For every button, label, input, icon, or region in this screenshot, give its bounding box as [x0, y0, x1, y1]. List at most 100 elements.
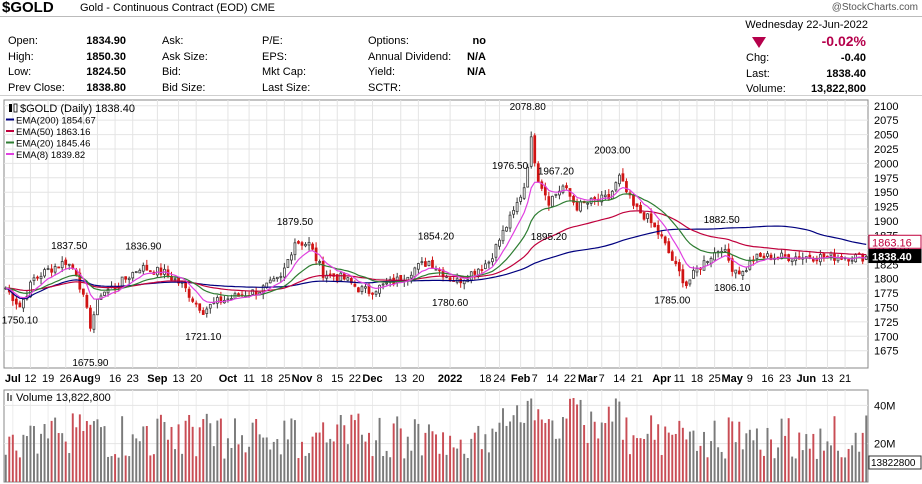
- volume-bar: [117, 457, 120, 482]
- volume-bar: [181, 453, 184, 482]
- volume-bar: [413, 419, 416, 482]
- volume-bar: [833, 416, 836, 482]
- candle-body: [364, 286, 367, 289]
- volume-bar: [22, 434, 25, 482]
- volume-bar: [272, 441, 275, 482]
- y-tick-label: 2025: [874, 144, 898, 156]
- instrument-name: Gold - Continuous Contract (EOD) CME: [80, 2, 275, 14]
- candle-body: [254, 291, 258, 295]
- candle-body: [540, 181, 544, 189]
- quote-label: Options:: [368, 35, 409, 47]
- volume-bar: [657, 424, 660, 482]
- volume-bar: [826, 441, 829, 482]
- candle-body: [226, 298, 230, 301]
- x-tick-label: 23: [127, 373, 139, 385]
- quote-value: N/A: [467, 50, 486, 63]
- candle-body: [579, 201, 582, 212]
- volume-bar: [703, 431, 705, 482]
- candle-body: [533, 135, 537, 164]
- candle-body: [156, 266, 159, 276]
- volume-bar: [639, 438, 642, 482]
- quote-value: N/A: [467, 66, 486, 78]
- price-annotation: 1675.90: [72, 358, 109, 369]
- x-tick-label: 25: [708, 373, 720, 385]
- volume-bar: [812, 433, 815, 482]
- candle-body: [215, 297, 219, 304]
- candle-body: [43, 269, 46, 277]
- quote-label: High:: [8, 50, 34, 63]
- volume-bar: [364, 441, 367, 482]
- candle-body: [677, 262, 681, 272]
- volume-bar: [530, 398, 533, 482]
- volume-bar: [787, 418, 790, 482]
- candle-body: [219, 296, 223, 303]
- volume-bar: [92, 421, 95, 482]
- candle-body: [667, 241, 671, 254]
- volume-bar: [149, 455, 152, 482]
- price-annotation: 1976.50: [492, 161, 529, 172]
- volume-bar: [773, 458, 776, 482]
- candle-body: [360, 286, 364, 293]
- volume-bar: [262, 437, 265, 482]
- volume-bar: [353, 420, 356, 482]
- x-tick-label: 7: [532, 373, 538, 385]
- candle-body: [60, 261, 64, 269]
- volume-bar: [424, 432, 427, 482]
- volume-bar: [674, 433, 677, 482]
- candle-body: [251, 289, 254, 295]
- volume-bar: [378, 417, 381, 482]
- candle-body: [416, 263, 420, 270]
- candle-body: [759, 252, 762, 257]
- candle-body: [131, 272, 135, 279]
- volume-bar: [734, 442, 737, 482]
- volume-bar: [579, 399, 582, 482]
- y-tick-label: 1700: [874, 331, 898, 343]
- candle-body: [565, 185, 568, 189]
- x-tick-label: 22: [564, 373, 576, 385]
- x-tick-label: 7: [599, 373, 605, 385]
- volume-bar: [502, 408, 504, 482]
- volume-bar: [286, 439, 289, 482]
- volume-bar: [78, 414, 81, 482]
- x-tick-label: 20: [190, 373, 202, 385]
- volume-bar: [188, 414, 191, 482]
- volume-bar: [519, 422, 522, 482]
- candle-body: [173, 278, 177, 281]
- ema-line-8: [5, 181, 867, 303]
- x-tick-label: 2022: [438, 373, 462, 385]
- volume-bar: [745, 433, 748, 482]
- candle-body: [434, 268, 438, 271]
- candle-body: [847, 259, 850, 262]
- candle-body: [558, 190, 561, 196]
- candle-body: [734, 269, 738, 274]
- candle-body: [349, 278, 353, 284]
- candle-body: [198, 303, 202, 311]
- x-tick-label: 11: [243, 373, 254, 385]
- candle-body: [695, 268, 699, 273]
- volume-bar: [205, 413, 208, 482]
- volume-bar: [156, 418, 159, 482]
- volume-bar: [152, 454, 155, 482]
- volume-bar: [329, 438, 332, 482]
- candle-legend-icon: [13, 103, 18, 113]
- x-tick-label: 19: [42, 373, 54, 385]
- volume-bar: [223, 458, 226, 482]
- volume-bar: [163, 421, 166, 482]
- quote-label: Bid:: [162, 66, 181, 78]
- x-tick-label: 13: [172, 373, 184, 385]
- candle-body: [741, 271, 745, 276]
- volume-bar: [805, 434, 808, 482]
- candle-body: [438, 269, 441, 272]
- candle-body: [413, 267, 417, 278]
- x-tick-label: 25: [278, 373, 290, 385]
- volume-bar: [540, 419, 543, 482]
- ema-line-50: [5, 210, 867, 292]
- candle-body: [554, 193, 558, 196]
- volume-bar: [526, 400, 529, 482]
- volume-bar: [138, 441, 141, 482]
- candle-body: [572, 195, 575, 203]
- volume-bar: [128, 456, 131, 482]
- candle-body: [113, 287, 117, 290]
- volume-bar: [371, 456, 374, 482]
- candle-body: [22, 298, 25, 309]
